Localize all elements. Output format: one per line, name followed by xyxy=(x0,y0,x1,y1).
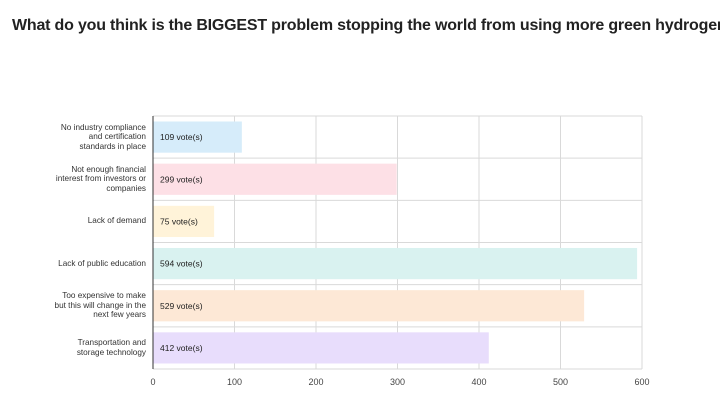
chart-title: What do you think is the BIGGEST problem… xyxy=(12,17,720,34)
category-label: Lack of demand xyxy=(87,216,146,226)
x-tick-label: 100 xyxy=(227,377,242,387)
x-tick-label: 200 xyxy=(308,377,323,387)
category-label: Not enough financial interest from inves… xyxy=(55,164,146,193)
x-tick-label: 300 xyxy=(390,377,405,387)
bar-data-label: 299 vote(s) xyxy=(160,174,203,184)
bar-data-label: 594 vote(s) xyxy=(160,259,203,269)
bar-data-label: 529 vote(s) xyxy=(160,301,203,311)
bar xyxy=(153,290,585,322)
category-label: Lack of public education xyxy=(58,258,146,268)
bar-data-label: 75 vote(s) xyxy=(160,216,198,226)
category-label: No industry compliance and certification… xyxy=(60,122,146,151)
bar xyxy=(153,163,397,195)
category-label: Too expensive to make but this will chan… xyxy=(54,291,146,320)
bar xyxy=(153,247,638,280)
bar-data-label: 412 vote(s) xyxy=(160,343,203,353)
category-label: Transportation and storage technology xyxy=(76,338,146,357)
bar-data-label: 109 vote(s) xyxy=(160,132,203,142)
x-tick-label: 0 xyxy=(150,377,155,387)
bar xyxy=(153,121,242,153)
x-tick-label: 500 xyxy=(553,377,568,387)
bar xyxy=(153,205,215,238)
x-tick-label: 400 xyxy=(471,377,486,387)
x-tick-label: 600 xyxy=(634,377,649,387)
bar xyxy=(153,332,489,364)
